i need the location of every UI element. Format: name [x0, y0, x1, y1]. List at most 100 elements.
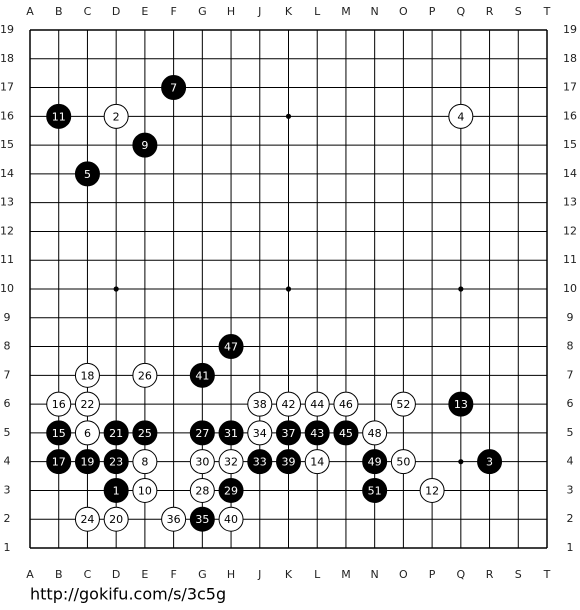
row-label: 11 — [0, 253, 14, 266]
row-label: 19 — [0, 23, 14, 36]
column-label: O — [399, 568, 408, 581]
row-label: 5 — [4, 426, 11, 439]
move-number: 18 — [80, 369, 94, 382]
move-number: 20 — [109, 513, 123, 526]
column-label: M — [341, 568, 351, 581]
column-label: R — [486, 5, 494, 18]
move-number: 6 — [84, 427, 91, 440]
column-label: P — [429, 568, 436, 581]
row-label: 8 — [567, 340, 574, 353]
move-number: 41 — [195, 369, 209, 382]
column-label: O — [399, 5, 408, 18]
column-label: E — [141, 5, 148, 18]
column-label: C — [84, 568, 92, 581]
stone — [304, 420, 330, 446]
stone — [74, 362, 100, 388]
move-number: 25 — [138, 427, 152, 440]
move-number: 47 — [224, 341, 238, 354]
column-label: F — [170, 5, 176, 18]
star-point — [458, 459, 464, 465]
move-number: 9 — [141, 139, 148, 152]
stone — [132, 477, 158, 503]
stone — [390, 449, 416, 475]
row-label: 3 — [567, 483, 574, 496]
move-number: 10 — [138, 484, 152, 497]
row-label: 18 — [563, 52, 577, 65]
stone — [46, 103, 72, 129]
stone — [247, 449, 273, 475]
move-number: 3 — [486, 456, 493, 469]
stone — [189, 506, 215, 532]
stone — [161, 75, 187, 101]
stone — [419, 477, 445, 503]
move-number: 8 — [141, 456, 148, 469]
stone — [448, 103, 474, 129]
row-label: 9 — [567, 311, 574, 324]
move-number: 24 — [80, 513, 94, 526]
move-number: 33 — [253, 456, 267, 469]
column-label: S — [515, 568, 522, 581]
move-number: 16 — [52, 398, 66, 411]
stone — [74, 420, 100, 446]
row-label: 10 — [563, 282, 577, 295]
row-label: 1 — [4, 541, 11, 554]
move-number: 32 — [224, 456, 238, 469]
column-label: E — [141, 568, 148, 581]
row-label: 7 — [4, 368, 11, 381]
row-label: 5 — [567, 426, 574, 439]
move-number: 1 — [113, 484, 120, 497]
stone — [74, 449, 100, 475]
move-number: 29 — [224, 484, 238, 497]
column-label: B — [55, 5, 63, 18]
row-label: 17 — [563, 81, 577, 94]
move-number: 42 — [282, 398, 296, 411]
stone — [74, 391, 100, 417]
column-label: D — [112, 568, 120, 581]
row-label: 7 — [567, 368, 574, 381]
stone — [189, 477, 215, 503]
stone — [448, 391, 474, 417]
move-number: 23 — [109, 456, 123, 469]
column-label: G — [198, 5, 207, 18]
stone — [103, 506, 129, 532]
move-number: 4 — [457, 110, 464, 123]
move-number: 46 — [339, 398, 353, 411]
stone — [74, 506, 100, 532]
move-number: 38 — [253, 398, 267, 411]
stone — [103, 420, 129, 446]
stone — [218, 506, 244, 532]
row-label: 9 — [4, 311, 11, 324]
row-label: 16 — [563, 109, 577, 122]
move-number: 26 — [138, 369, 152, 382]
column-label: Q — [456, 5, 465, 18]
stone — [46, 391, 72, 417]
stone — [276, 391, 301, 417]
move-number: 40 — [224, 513, 238, 526]
row-label: 19 — [563, 23, 577, 36]
column-label: D — [112, 5, 120, 18]
stone — [74, 161, 100, 187]
row-label: 1 — [567, 541, 574, 554]
stone — [132, 362, 158, 388]
move-number: 48 — [368, 427, 382, 440]
move-number: 44 — [310, 398, 324, 411]
column-label: Q — [456, 568, 465, 581]
stone — [189, 362, 215, 388]
column-label: G — [198, 568, 207, 581]
column-label: J — [257, 5, 261, 18]
row-label: 2 — [567, 512, 574, 525]
move-number: 52 — [396, 398, 410, 411]
move-number: 51 — [368, 484, 382, 497]
stone — [477, 449, 503, 475]
stone — [362, 477, 388, 503]
move-number: 19 — [80, 456, 94, 469]
column-label: C — [84, 5, 92, 18]
stone — [46, 449, 72, 475]
move-number: 39 — [282, 456, 296, 469]
move-number: 11 — [52, 110, 66, 123]
move-number: 31 — [224, 427, 238, 440]
move-number: 45 — [339, 427, 353, 440]
stone — [247, 420, 273, 446]
row-label: 2 — [4, 512, 11, 525]
stone — [218, 334, 244, 360]
